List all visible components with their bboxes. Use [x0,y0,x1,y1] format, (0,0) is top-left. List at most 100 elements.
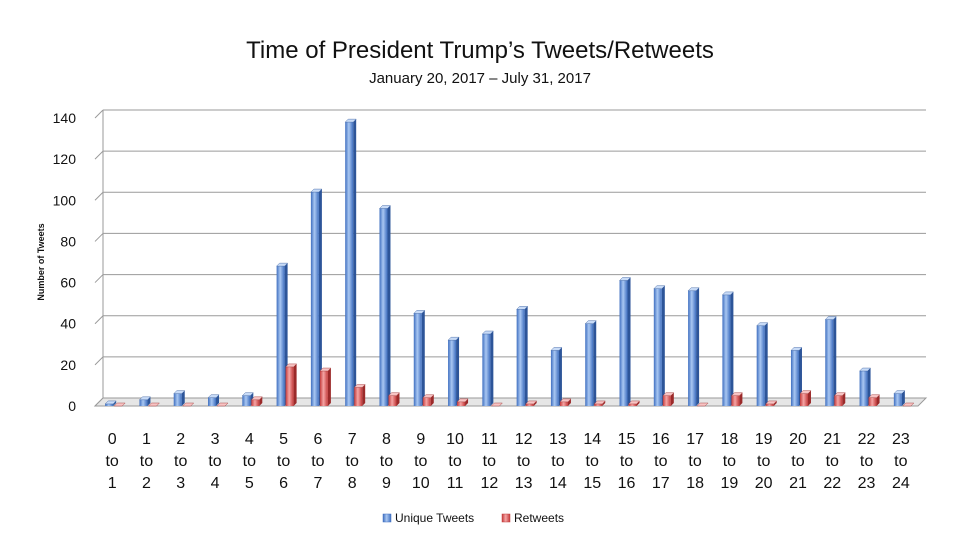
bar-top [799,390,812,394]
bar-retweets [559,398,572,406]
bar-face [559,401,568,406]
bar-unique-tweets [550,347,563,406]
legend-swatch-unique-tweets [382,513,392,523]
y-tick-label: 100 [53,192,77,208]
bar-top [790,347,803,351]
bar-top [207,394,220,398]
bar-unique-tweets [619,277,632,406]
bar-retweets [730,392,743,406]
bar-face [208,397,217,406]
bar-unique-tweets [893,390,906,406]
bar-top [662,392,675,396]
x-ticks: 0 to 1 1 to 2 2 to 3 3 to 4 4 to 5 5 to 6 6 to 7 7 to 8 8 to 9 9 to 1… [105,431,909,492]
bar-top [285,363,298,368]
y-tick-label: 0 [68,398,76,414]
bar-side [558,347,562,406]
bar-side [807,390,811,406]
bar-top [344,118,357,123]
bar-top [422,394,435,398]
bar-top [310,188,323,193]
bar-top [216,402,229,407]
bar-side [901,390,905,406]
bar-top [619,277,632,281]
bar-face [662,395,671,406]
bar-retweets [593,400,606,406]
bar-face [345,122,354,406]
gridline-depth-60 [94,274,104,283]
bar-face [139,399,148,406]
bar-top [550,347,563,351]
bar-top [593,400,606,405]
bar-side [696,287,700,406]
bar-side [181,390,185,406]
bar-side [739,392,743,406]
bar-face [388,395,397,406]
x-tick-label: 2 to 3 [174,431,187,492]
bar-side [730,291,734,406]
bar-side [876,394,880,406]
y-tick-label: 20 [60,357,76,373]
bar-face [765,403,774,406]
bar-face [413,313,422,406]
bar-face [242,395,251,406]
bar-unique-tweets [481,330,494,406]
x-tick-label: 18 to 19 [720,431,738,492]
bar-side [421,310,425,406]
bar-top [525,400,538,405]
bar-retweets [868,394,881,406]
bar-retweets [525,400,538,406]
gridline-depth-120 [94,150,104,160]
y-ticks: 0 20 40 60 80 100 120 140 [53,110,77,414]
gridline-depth-80 [94,233,104,242]
bar-face [825,319,834,406]
bar-top [687,287,700,291]
bar-side [567,398,571,406]
bar-top [481,330,494,335]
bar-top [628,400,641,405]
bar-side [842,392,846,406]
bar-top [241,392,254,396]
bar-top [319,367,332,372]
x-tick-label: 9 to 10 [412,431,430,492]
bar-side [465,398,469,406]
bar-side [293,363,297,406]
bar-face [731,395,740,406]
legend-label-unique-tweets: Unique Tweets [395,511,474,525]
x-tick-label: 15 to 16 [618,431,636,492]
bar-unique-tweets [138,396,151,406]
bar-unique-tweets [378,205,391,406]
bar-top [182,402,195,407]
bar-retweets [353,384,366,406]
bar-side [353,119,357,406]
bar-face [448,340,457,406]
bar-retweets [387,392,400,406]
bar-side [764,322,768,406]
gridline-depth-140 [94,109,104,119]
bar-retweets [628,400,641,406]
bar-retweets [113,402,126,407]
floor [93,397,928,407]
bar-face [379,208,388,406]
bar-side [113,400,117,406]
chart-title: Time of President Trump’s Tweets/Retweet… [246,37,714,64]
bar-side [387,205,391,406]
bar-face [756,325,765,406]
bar-side [798,347,802,406]
bar-face [619,280,628,406]
bar-unique-tweets [447,336,460,406]
bar-top [387,392,400,396]
bar-unique-tweets [344,118,357,406]
bar-face [893,393,902,406]
bar-top [378,205,391,209]
legend-label-retweets: Retweets [514,511,564,525]
bar-retweets [250,396,263,406]
x-tick-label: 13 to 14 [549,431,567,492]
bar-top [353,384,366,388]
x-tick-label: 5 to 6 [277,431,290,492]
bar-face [722,294,731,406]
bar-top [730,392,743,396]
bar-top [893,390,906,394]
bar-side [627,277,631,406]
bar-face [790,350,799,406]
